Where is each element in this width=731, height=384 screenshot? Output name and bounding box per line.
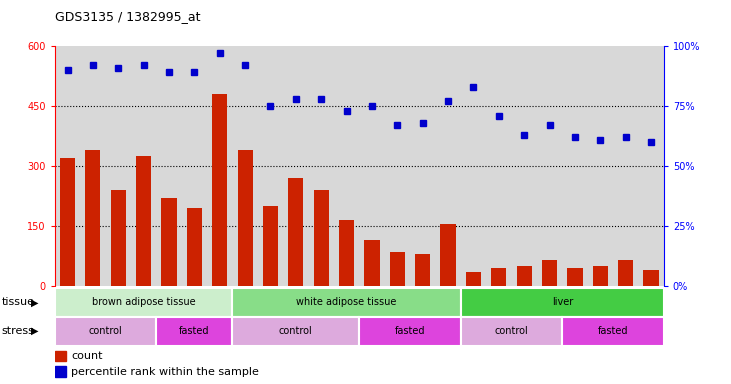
- Text: white adipose tissue: white adipose tissue: [296, 297, 397, 308]
- Bar: [314, 190, 329, 286]
- Bar: [461, 317, 562, 346]
- Text: fasted: fasted: [395, 326, 425, 336]
- Bar: [110, 190, 126, 286]
- Bar: [238, 150, 253, 286]
- Text: percentile rank within the sample: percentile rank within the sample: [71, 367, 260, 377]
- Bar: [593, 266, 608, 286]
- Text: fasted: fasted: [179, 326, 210, 336]
- Bar: [232, 288, 461, 317]
- Text: fasted: fasted: [598, 326, 628, 336]
- Bar: [542, 260, 557, 286]
- Bar: [415, 254, 431, 286]
- Bar: [55, 317, 156, 346]
- Bar: [390, 252, 405, 286]
- Text: GDS3135 / 1382995_at: GDS3135 / 1382995_at: [55, 10, 200, 23]
- Bar: [162, 198, 177, 286]
- Bar: [232, 317, 360, 346]
- Bar: [86, 150, 100, 286]
- Text: control: control: [88, 326, 123, 336]
- Text: control: control: [279, 326, 313, 336]
- Bar: [517, 266, 532, 286]
- Bar: [263, 206, 278, 286]
- Bar: [55, 288, 232, 317]
- Bar: [461, 288, 664, 317]
- Bar: [466, 272, 481, 286]
- Bar: [55, 366, 66, 377]
- Bar: [643, 270, 659, 286]
- Text: stress: stress: [1, 326, 34, 336]
- Text: ▶: ▶: [31, 297, 39, 308]
- Bar: [55, 351, 66, 361]
- Bar: [156, 317, 232, 346]
- Bar: [212, 94, 227, 286]
- Text: tissue: tissue: [1, 297, 34, 308]
- Bar: [136, 156, 151, 286]
- Bar: [339, 220, 355, 286]
- Bar: [618, 260, 633, 286]
- Bar: [364, 240, 379, 286]
- Bar: [360, 317, 461, 346]
- Bar: [562, 317, 664, 346]
- Bar: [186, 208, 202, 286]
- Bar: [288, 178, 303, 286]
- Bar: [441, 224, 455, 286]
- Bar: [60, 158, 75, 286]
- Bar: [491, 268, 507, 286]
- Text: ▶: ▶: [31, 326, 39, 336]
- Text: liver: liver: [552, 297, 573, 308]
- Text: brown adipose tissue: brown adipose tissue: [92, 297, 195, 308]
- Bar: [567, 268, 583, 286]
- Text: count: count: [71, 351, 103, 361]
- Text: control: control: [495, 326, 529, 336]
